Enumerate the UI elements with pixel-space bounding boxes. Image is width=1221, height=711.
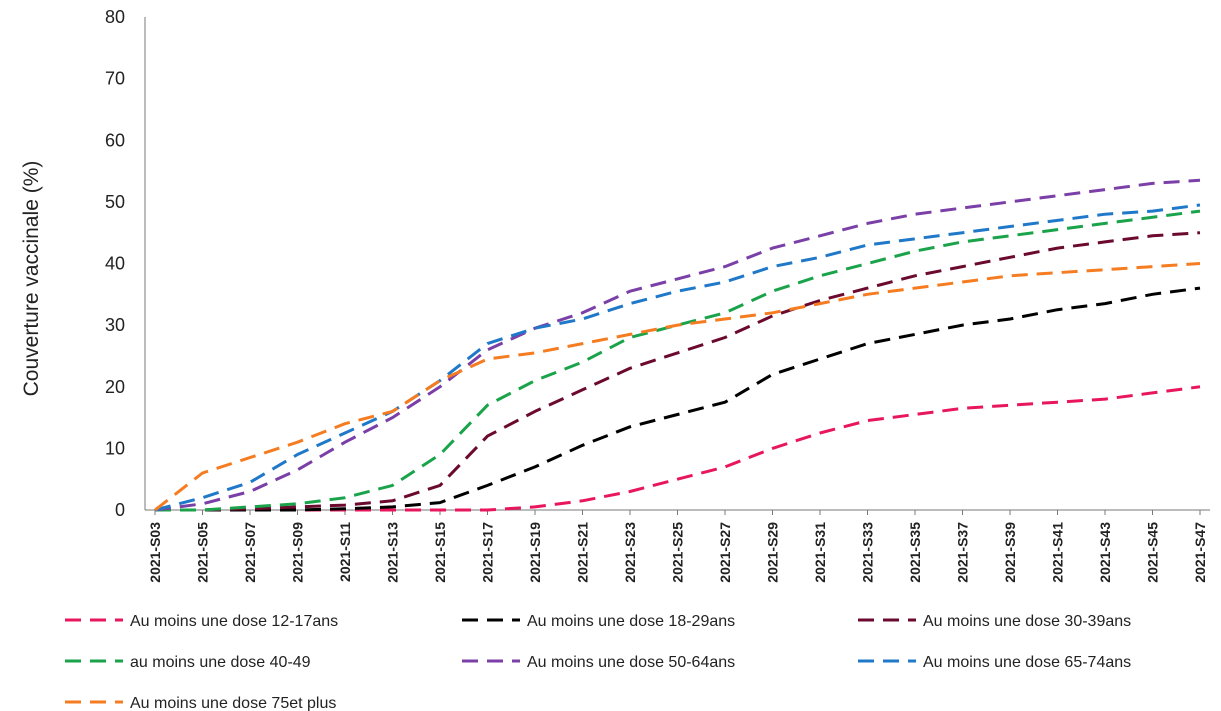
legend-label: Au moins une dose 75et plus [130,695,336,711]
x-tick-label: 2021-S41 [1050,522,1066,583]
legend-item: Au moins une dose 18-29ans [462,613,735,630]
x-tick-label: 2021-S05 [195,522,211,583]
x-tick-label: 2021-S47 [1192,522,1208,583]
x-tick-label: 2021-S19 [527,522,543,583]
x-tick-label: 2021-S13 [385,522,401,583]
series-line [155,286,1201,512]
y-tick-label: 80 [105,7,125,27]
x-tick-label: 2021-S21 [575,522,591,583]
x-tick-label: 2021-S25 [670,522,686,583]
y-tick-label: 0 [115,500,125,520]
series-line [155,385,1201,512]
legend-item: Au moins une dose 50-64ans [462,654,735,671]
legend-item: au moins une dose 40-49 [65,654,311,671]
x-tick-label: 2021-S37 [955,522,971,583]
x-tick-label: 2021-S09 [290,522,306,583]
y-tick-label: 70 [105,69,125,89]
y-tick-label: 40 [105,254,125,274]
x-tick-label: 2021-S15 [432,522,448,583]
series-line [154,203,1201,512]
legend: Au moins une dose 12-17ans Au moins une d… [65,613,1131,711]
x-tick-label: 2021-S45 [1145,522,1161,583]
x-tick-label: 2021-S33 [860,522,876,583]
x-tick-label: 2021-S29 [765,522,781,583]
legend-item: Au moins une dose 30-39ans [858,613,1131,630]
legend-label: Au moins une dose 18-29ans [527,613,735,630]
series-line [155,209,1201,512]
x-tick-label: 2021-S31 [812,522,828,583]
legend-label: au moins une dose 40-49 [130,654,311,671]
x-tick-label: 2021-S23 [622,522,638,583]
legend-item: Au moins une dose 12-17ans [65,613,338,630]
y-tick-label: 60 [105,130,125,150]
legend-item: Au moins une dose 65-74ans [858,654,1131,671]
y-tick-label: 10 [105,438,125,458]
series-line [155,231,1201,512]
x-tick-label: 2021-S07 [242,522,258,583]
y-tick-label: 30 [105,315,125,335]
legend-label: Au moins une dose 12-17ans [130,613,338,630]
legend-label: Au moins une dose 65-74ans [923,654,1131,671]
x-tick-label: 2021-S35 [907,522,923,583]
x-tick-label: 2021-S43 [1097,522,1113,583]
series-line [154,262,1201,512]
x-tick-label: 2021-S17 [480,522,496,583]
axes [144,17,1210,511]
legend-item: Au moins une dose 75et plus [65,695,336,711]
series-lines [154,178,1201,512]
legend-label: Au moins une dose 30-39ans [923,613,1131,630]
x-tick-label: 2021-S39 [1002,522,1018,583]
series-line [154,178,1201,512]
x-tick-labels: 2021-S03 2021-S05 2021-S07 2021-S09 2021-S11… [147,510,1208,583]
y-tick-label: 50 [105,192,125,212]
x-tick-label: 2021-S27 [717,522,733,583]
y-tick-labels: 0 10 20 30 40 50 60 70 80 [105,7,125,520]
y-axis-label: Couverture vaccinale (%) [20,161,43,397]
y-tick-label: 20 [105,377,125,397]
x-tick-label: 2021-S11 [337,522,353,582]
x-tick-label: 2021-S03 [147,522,163,583]
legend-label: Au moins une dose 50-64ans [527,654,735,671]
